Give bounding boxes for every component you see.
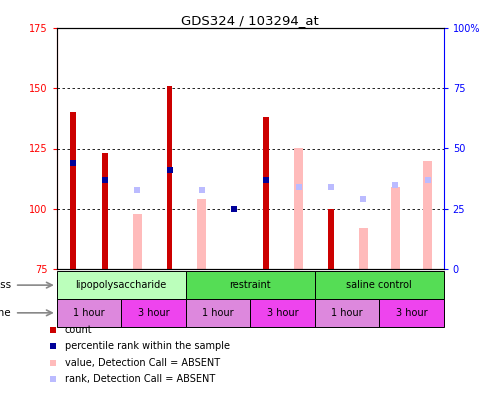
Text: count: count [65,325,92,335]
Text: 1 hour: 1 hour [202,308,234,318]
Bar [358,228,368,269]
Text: rank, Detection Call = ABSENT: rank, Detection Call = ABSENT [65,374,215,384]
Bar [250,299,315,327]
Bar [186,271,315,299]
Text: percentile rank within the sample: percentile rank within the sample [65,341,230,351]
Text: value, Detection Call = ABSENT: value, Detection Call = ABSENT [65,358,220,367]
Bar [133,214,142,269]
Text: 3 hour: 3 hour [138,308,169,318]
Bar [167,86,173,269]
Text: 1 hour: 1 hour [331,308,363,318]
Bar [121,299,186,327]
Title: GDS324 / 103294_at: GDS324 / 103294_at [181,13,319,27]
Text: 3 hour: 3 hour [396,308,427,318]
Bar [102,153,108,269]
Bar [57,299,121,327]
Bar [328,209,334,269]
Bar [197,199,207,269]
Text: restraint: restraint [229,280,271,290]
Text: 3 hour: 3 hour [267,308,298,318]
Bar [315,299,379,327]
Text: lipopolysaccharide: lipopolysaccharide [75,280,167,290]
Bar [186,299,250,327]
Bar [315,271,444,299]
Text: time: time [0,308,11,318]
Bar [70,112,76,269]
Text: stress: stress [0,280,11,290]
Bar [379,299,444,327]
Bar [423,160,432,269]
Text: 1 hour: 1 hour [73,308,105,318]
Bar [57,271,186,299]
Bar [391,187,400,269]
Text: saline control: saline control [346,280,412,290]
Bar [263,117,269,269]
Bar [294,148,303,269]
